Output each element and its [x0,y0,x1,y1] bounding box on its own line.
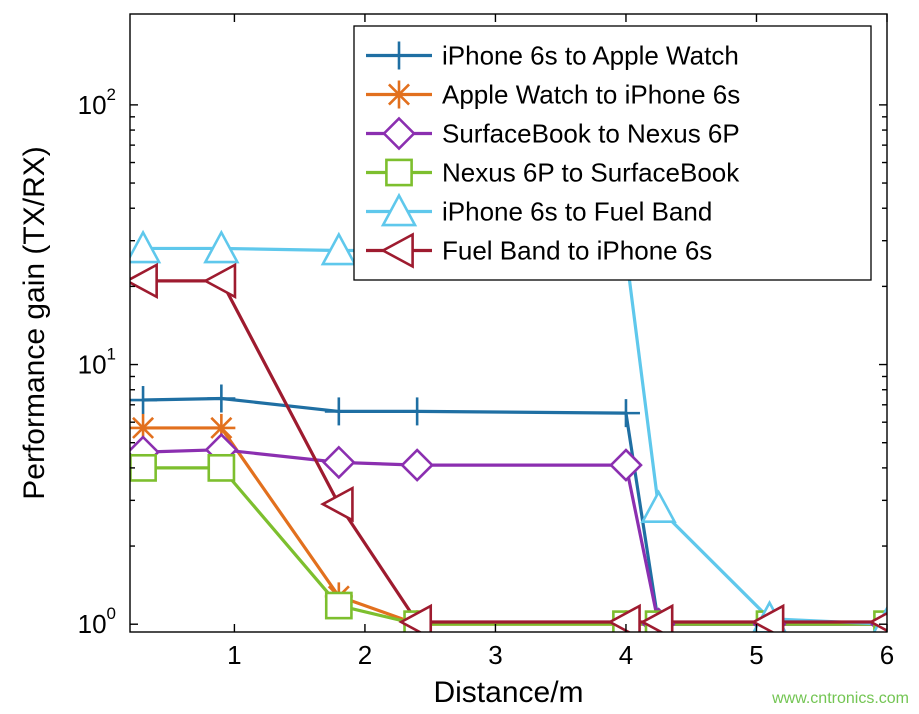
x-tick-label: 2 [358,640,372,670]
line-chart: 1 2 3 4 5 6 100 101 102 Distance/m Performance gai… [0,0,919,714]
legend-label: Apple Watch to iPhone 6s [442,80,740,110]
legend-label: Nexus 6P to SurfaceBook [442,158,740,188]
x-tick-label: 4 [619,640,633,670]
legend-label: iPhone 6s to Fuel Band [442,197,712,227]
legend-label: SurfaceBook to Nexus 6P [442,119,740,149]
watermark: www.cntronics.com [772,690,909,708]
x-tick-label: 3 [488,640,502,670]
legend-label: Fuel Band to iPhone 6s [442,236,712,266]
y-axis-label: Performance gain (TX/RX) [18,146,51,499]
y-tick-label: 100 [78,604,116,639]
legend-label: iPhone 6s to Apple Watch [442,41,739,71]
x-tick-label: 5 [749,640,763,670]
y-tick-label: 102 [78,85,116,120]
y-tick-label: 101 [78,345,116,380]
x-axis-label: Distance/m [433,676,583,709]
x-tick-label: 1 [227,640,241,670]
chart-container: 1 2 3 4 5 6 100 101 102 Distance/m Performance gai… [0,0,919,714]
x-tick-label: 6 [880,640,894,670]
legend: iPhone 6s to Apple Watch Apple Watch to i… [354,26,871,280]
